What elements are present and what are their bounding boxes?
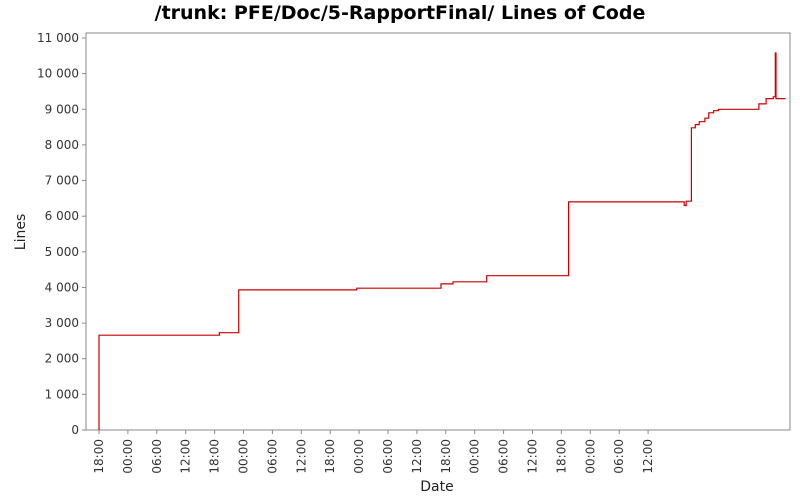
y-tick-label: 4 000: [45, 280, 79, 294]
x-tick-label: 18:00: [439, 439, 453, 474]
y-tick-label: 0: [71, 423, 79, 437]
x-tick-label: 12:00: [294, 439, 308, 474]
x-tick-label: 06:00: [612, 439, 626, 474]
x-tick-label: 18:00: [208, 439, 222, 474]
series-line-lines: [98, 52, 786, 430]
y-tick-label: 2 000: [45, 352, 79, 366]
x-tick-label: 00:00: [468, 439, 482, 474]
x-tick-label: 00:00: [352, 439, 366, 474]
x-axis-label: Date: [420, 479, 453, 495]
x-tick-label: 00:00: [237, 439, 251, 474]
plot-area: [85, 32, 791, 431]
y-tick-label: 1 000: [45, 387, 79, 401]
y-tick-label: 7 000: [45, 174, 79, 188]
x-tick-label: 12:00: [410, 439, 424, 474]
x-tick-label: 18:00: [323, 439, 337, 474]
y-axis-label: Lines: [13, 214, 29, 250]
y-tick-label: 6 000: [45, 209, 79, 223]
x-axis: 18:00 00:00 06:00 12:00 18:00 00:00 06:00 12:00…: [92, 430, 655, 474]
x-tick-label: 06:00: [265, 439, 279, 474]
x-tick-label: 12:00: [641, 439, 655, 474]
x-tick-label: 00:00: [121, 439, 135, 474]
x-tick-label: 18:00: [554, 439, 568, 474]
x-tick-label: 18:00: [92, 439, 106, 474]
x-tick-label: 06:00: [150, 439, 164, 474]
x-tick-label: 06:00: [497, 439, 511, 474]
x-tick-label: 06:00: [381, 439, 395, 474]
x-tick-label: 12:00: [179, 439, 193, 474]
y-tick-label: 5 000: [45, 245, 79, 259]
y-tick-label: 9 000: [45, 102, 79, 116]
x-tick-label: 00:00: [583, 439, 597, 474]
y-tick-label: 8 000: [45, 138, 79, 152]
chart-title: /trunk: PFE/Doc/5-RapportFinal/ Lines of…: [154, 2, 646, 24]
y-axis: 0 1 000 2 000 3 000 4 000 5 000 6 000 7 000 8 00…: [37, 31, 86, 437]
y-tick-label: 3 000: [45, 316, 79, 330]
y-tick-label: 11 000: [37, 31, 79, 45]
x-tick-label: 12:00: [526, 439, 540, 474]
y-tick-label: 10 000: [37, 67, 79, 81]
